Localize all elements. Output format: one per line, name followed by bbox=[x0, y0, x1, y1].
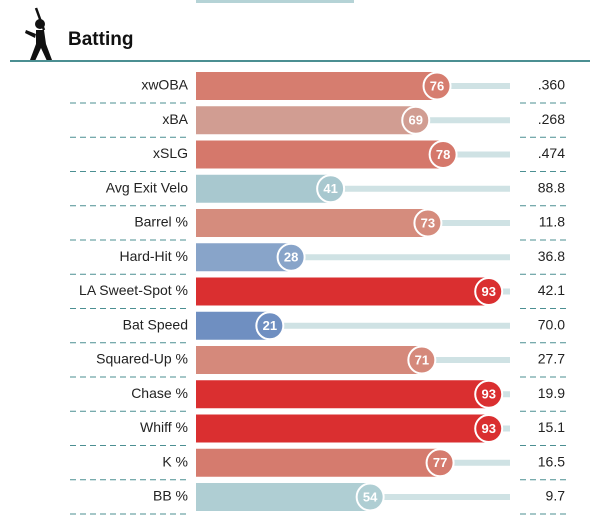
track bbox=[291, 254, 510, 261]
percentile-label: 21 bbox=[263, 318, 277, 333]
percentile-dot bbox=[401, 105, 431, 135]
percentile-label: 93 bbox=[481, 387, 495, 402]
bar bbox=[196, 277, 489, 306]
row-label: Hard-Hit % bbox=[120, 248, 188, 264]
percentile-dot bbox=[276, 242, 306, 272]
percentile-label: 54 bbox=[363, 489, 378, 504]
percentile-label: 76 bbox=[430, 78, 444, 93]
percentile-dot bbox=[425, 448, 455, 478]
percentile-dot bbox=[355, 482, 385, 512]
bar bbox=[196, 346, 422, 374]
track bbox=[370, 494, 510, 500]
track bbox=[443, 151, 510, 158]
top-rule bbox=[196, 0, 354, 3]
stat-value: 70.0 bbox=[538, 316, 565, 332]
row-label: Squared-Up % bbox=[96, 351, 188, 367]
stat-value: 16.5 bbox=[538, 453, 565, 469]
bar bbox=[196, 209, 428, 237]
stat-value: 11.8 bbox=[539, 214, 565, 230]
percentile-label: 69 bbox=[409, 113, 423, 128]
bar bbox=[196, 174, 331, 203]
percentile-dot bbox=[316, 174, 346, 204]
stat-value: 19.9 bbox=[538, 385, 565, 401]
row-label: xBA bbox=[162, 111, 188, 127]
percentile-dot bbox=[474, 414, 504, 443]
track bbox=[415, 117, 510, 124]
row-label: LA Sweet-Spot % bbox=[79, 282, 188, 298]
stat-value: .268 bbox=[538, 111, 565, 127]
stat-value: 88.8 bbox=[538, 179, 565, 195]
bar bbox=[196, 380, 489, 409]
row-label: Whiff % bbox=[140, 419, 188, 435]
percentile-dot bbox=[413, 208, 443, 238]
percentile-label: 73 bbox=[421, 215, 435, 230]
row-label: BB % bbox=[153, 488, 188, 504]
track bbox=[427, 220, 510, 226]
percentile-dot bbox=[474, 379, 504, 409]
stat-value: 42.1 bbox=[538, 282, 565, 298]
track bbox=[437, 83, 510, 89]
percentile-dot bbox=[428, 140, 458, 169]
batter-icon bbox=[25, 7, 52, 61]
track bbox=[421, 357, 510, 363]
stat-value: 36.8 bbox=[538, 248, 565, 264]
percentile-dot bbox=[422, 71, 452, 101]
percentile-label: 93 bbox=[481, 284, 495, 299]
bar bbox=[196, 140, 444, 169]
stat-value: .474 bbox=[538, 145, 565, 161]
bar bbox=[196, 414, 489, 443]
stat-value: 27.7 bbox=[538, 351, 565, 367]
row-label: xSLG bbox=[153, 145, 188, 161]
stat-value: 15.1 bbox=[538, 419, 565, 435]
track bbox=[330, 185, 510, 192]
row-label: K % bbox=[162, 453, 188, 469]
percentile-dot bbox=[407, 345, 437, 375]
bar bbox=[196, 483, 371, 511]
row-label: Barrel % bbox=[134, 214, 188, 230]
row-label: Avg Exit Velo bbox=[106, 179, 188, 195]
stat-value: .360 bbox=[538, 77, 565, 93]
percentile-label: 93 bbox=[481, 421, 495, 436]
row-label: xwOBA bbox=[141, 77, 188, 93]
bar bbox=[196, 448, 441, 477]
row-label: Bat Speed bbox=[123, 316, 188, 332]
row-label: Chase % bbox=[131, 385, 188, 401]
bar bbox=[196, 106, 416, 135]
percentile-dot bbox=[474, 277, 504, 306]
bar bbox=[196, 72, 438, 100]
bar bbox=[196, 243, 292, 272]
percentile-label: 77 bbox=[433, 455, 447, 470]
stat-value: 9.7 bbox=[546, 488, 566, 504]
percentile-label: 71 bbox=[415, 352, 429, 367]
chart-title: Batting bbox=[68, 29, 133, 50]
percentile-label: 28 bbox=[284, 250, 298, 265]
track bbox=[440, 459, 510, 466]
track bbox=[269, 322, 510, 329]
percentile-label: 78 bbox=[436, 147, 450, 162]
percentile-label: 41 bbox=[323, 181, 337, 196]
percentile-dot bbox=[255, 311, 285, 341]
